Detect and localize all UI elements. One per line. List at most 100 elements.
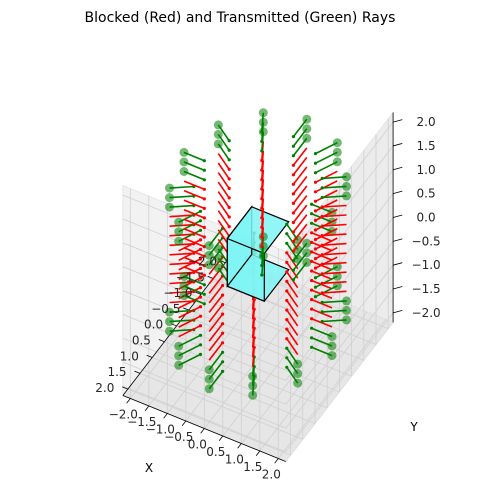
transmitted-point (302, 238, 312, 248)
blocked-ray-head (227, 196, 231, 200)
transmitted-ray-head (198, 333, 203, 337)
blocked-ray (169, 252, 194, 256)
blocked-ray (178, 248, 201, 262)
z-tick (392, 238, 403, 242)
blocked-ray-head (260, 178, 264, 182)
transmitted-point (179, 281, 189, 291)
blocked-ray-head (260, 197, 264, 201)
blocked-ray (322, 204, 347, 208)
transmitted-point (174, 360, 184, 370)
blocked-ray (208, 294, 224, 313)
blocked-ray-head (310, 259, 314, 263)
blocked-ray-head (285, 327, 289, 331)
blocked-ray (286, 280, 299, 298)
x-tick (207, 275, 214, 279)
transmitted-ray-head (260, 149, 264, 153)
y-tick (126, 398, 131, 404)
blocked-ray (178, 296, 201, 309)
transmitted-ray-head (320, 319, 324, 324)
y-tick-label: 0.5 (206, 445, 225, 459)
transmitted-ray-head (202, 302, 206, 306)
blocked-ray (322, 242, 347, 246)
blocked-ray (208, 275, 224, 294)
blocked-ray (208, 332, 224, 352)
x-tick-label: −0.5 (151, 302, 180, 316)
blocked-ray-head (260, 216, 264, 220)
blocked-ray (169, 262, 194, 266)
grid-line (139, 372, 303, 440)
transmitted-ray-head (285, 346, 289, 350)
blocked-ray (183, 189, 205, 200)
blocked-ray-head (260, 158, 264, 163)
blocked-ray-head (202, 187, 206, 191)
transmitted-point (165, 183, 174, 193)
transmitted-ray-head (202, 178, 206, 182)
y-tick (144, 405, 150, 411)
blocked-ray-head (310, 231, 314, 235)
blocked-ray-head (202, 216, 206, 220)
blocked-ray-head (310, 307, 314, 311)
blocked-ray (286, 338, 299, 355)
transmitted-ray-head (313, 171, 318, 175)
transmitted-point (342, 296, 351, 306)
transmitted-point (293, 369, 303, 379)
blocked-ray-head (313, 237, 318, 242)
y-tick-label: −2.0 (109, 408, 138, 422)
transmitted-ray-head (198, 209, 203, 213)
z-tick-label: 0.0 (417, 211, 436, 225)
blocked-ray (322, 223, 347, 227)
blocked-ray (315, 189, 338, 203)
transmitted-point (332, 147, 342, 157)
transmitted-point (204, 250, 214, 260)
blocked-ray-head (227, 167, 231, 171)
blocked-ray-head (291, 249, 295, 253)
grid-line (285, 169, 394, 310)
blocked-ray (292, 176, 308, 195)
y-tick-label: −0.5 (164, 430, 193, 444)
blocked-ray-head (198, 238, 203, 242)
transmitted-point (332, 262, 342, 272)
transmitted-point (165, 317, 174, 327)
transmitted-ray-head (285, 232, 289, 236)
blocked-ray (286, 309, 299, 327)
blocked-ray-head (260, 187, 264, 191)
grid-line (204, 289, 312, 429)
plot-scene (165, 108, 351, 400)
x-tick-label: 0.0 (144, 318, 163, 332)
transmitted-ray-head (198, 343, 203, 347)
transmitted-point (165, 307, 174, 317)
blocked-ray-head (310, 240, 314, 244)
transmitted-ray-head (310, 326, 314, 330)
blocked-ray (178, 324, 201, 338)
transmitted-point (174, 341, 184, 351)
blocked-ray (322, 271, 347, 275)
transmitted-point (213, 263, 223, 273)
blocked-ray (169, 214, 194, 218)
y-axis-label: Y (409, 420, 418, 434)
blocked-ray (217, 191, 230, 208)
transmitted-point (204, 260, 214, 270)
transmitted-point (248, 390, 258, 400)
transmitted-ray-head (313, 295, 318, 299)
transmitted-ray-head (291, 144, 295, 148)
blocked-ray-head (291, 163, 295, 167)
blocked-ray-head (285, 251, 289, 255)
blocked-ray (169, 300, 194, 304)
transmitted-point (293, 378, 303, 388)
blocked-ray (183, 266, 205, 276)
transmitted-ray-head (313, 285, 318, 289)
blocked-ray (315, 218, 338, 231)
blocked-ray-head (310, 317, 314, 321)
blocked-ray-head (221, 293, 225, 297)
blocked-ray-head (285, 298, 289, 303)
blocked-ray (217, 153, 230, 170)
grid-line (122, 266, 286, 334)
z-tick (392, 262, 403, 266)
z-tick (392, 166, 403, 171)
blocked-ray (322, 290, 347, 294)
blocked-ray (286, 328, 299, 346)
z-tick-label: −1.0 (412, 258, 441, 272)
blocked-ray (217, 210, 230, 228)
transmitted-point (174, 217, 184, 227)
transmitted-ray-head (291, 259, 295, 263)
